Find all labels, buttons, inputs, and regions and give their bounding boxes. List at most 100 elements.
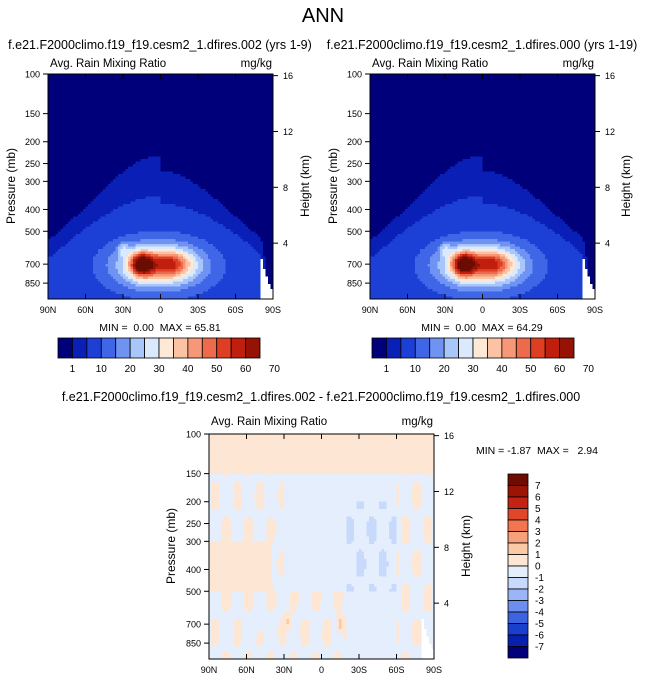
field-cell [155, 156, 159, 160]
field-cell [183, 76, 187, 80]
field-cell [115, 194, 119, 198]
field-cell [148, 199, 152, 203]
field-cell [265, 81, 269, 85]
field-cell [148, 86, 152, 90]
field-cell [188, 101, 192, 105]
field-cell [268, 136, 272, 140]
field-cell [243, 101, 247, 105]
field-cell [218, 149, 222, 153]
field-cell [63, 99, 67, 103]
field-cell [105, 141, 109, 145]
field-cell [160, 141, 164, 145]
field-cell [50, 81, 54, 85]
field-cell [230, 106, 234, 110]
field-cell [108, 191, 112, 195]
field-cell [235, 139, 239, 143]
field-cell [145, 104, 149, 108]
field-cell [260, 171, 264, 175]
field-cell [268, 141, 272, 145]
field-cell [58, 134, 62, 138]
field-cell [245, 136, 249, 140]
field-cell [183, 149, 187, 153]
field-cell [188, 74, 192, 78]
field-cell [250, 86, 254, 90]
field-cell [198, 131, 202, 135]
field-cell [48, 124, 52, 128]
field-cell [168, 196, 172, 200]
field-cell [118, 94, 122, 98]
field-cell [233, 129, 237, 133]
field-cell [210, 99, 214, 103]
field-cell [125, 144, 129, 148]
field-cell [213, 164, 217, 168]
field-cell [85, 186, 89, 190]
field-cell [165, 194, 169, 198]
field-cell [143, 76, 147, 80]
field-cell [165, 206, 169, 210]
field-cell [173, 149, 177, 153]
field-cell [258, 164, 262, 168]
field-cell [130, 126, 134, 130]
field-cell [230, 89, 234, 93]
field-cell [140, 159, 144, 163]
field-cell [225, 79, 229, 83]
field-cell [258, 141, 262, 145]
field-cell [53, 156, 57, 160]
field-cell [223, 116, 227, 120]
field-cell [65, 191, 69, 195]
field-cell [245, 151, 249, 155]
field-cell [195, 191, 199, 195]
field-cell [230, 169, 234, 173]
field-cell [48, 189, 52, 193]
field-cell [228, 126, 232, 130]
field-cell [258, 91, 262, 95]
field-cell [270, 76, 273, 80]
field-cell [88, 116, 92, 120]
field-cell [175, 204, 179, 208]
field-cell [103, 86, 107, 90]
field-cell [88, 144, 92, 148]
field-cell [108, 139, 112, 143]
field-cell [55, 156, 59, 160]
field-cell [65, 206, 69, 210]
field-cell [158, 156, 162, 160]
field-cell [143, 174, 147, 178]
field-cell [113, 79, 117, 83]
field-cell [253, 131, 257, 135]
field-cell [110, 84, 114, 88]
field-cell [93, 174, 97, 178]
field-cell [260, 116, 264, 120]
field-cell [265, 156, 269, 160]
field-cell [135, 146, 139, 150]
field-cell [205, 119, 209, 123]
field-cell [168, 201, 172, 205]
field-cell [85, 96, 89, 100]
field-cell [193, 131, 197, 135]
field-cell [145, 84, 149, 88]
field-cell [175, 116, 179, 120]
field-cell [53, 159, 57, 163]
field-cell [235, 199, 239, 203]
field-cell [140, 144, 144, 148]
field-cell [160, 201, 164, 205]
field-cell [265, 176, 269, 180]
field-cell [103, 194, 107, 198]
field-cell [48, 154, 52, 158]
field-cell [265, 181, 269, 185]
field-cell [230, 161, 234, 165]
field-cell [128, 199, 132, 203]
field-cell [160, 124, 164, 128]
field-cell [200, 121, 204, 125]
field-cell [220, 84, 224, 88]
field-cell [185, 146, 189, 150]
field-cell [105, 99, 109, 103]
field-cell [253, 206, 257, 210]
field-cell [138, 96, 142, 100]
field-cell [60, 151, 64, 155]
field-cell [118, 119, 122, 123]
field-cell [190, 99, 194, 103]
field-cell [250, 194, 254, 198]
field-cell [213, 139, 217, 143]
field-cell [218, 194, 222, 198]
field-cell [148, 201, 152, 205]
